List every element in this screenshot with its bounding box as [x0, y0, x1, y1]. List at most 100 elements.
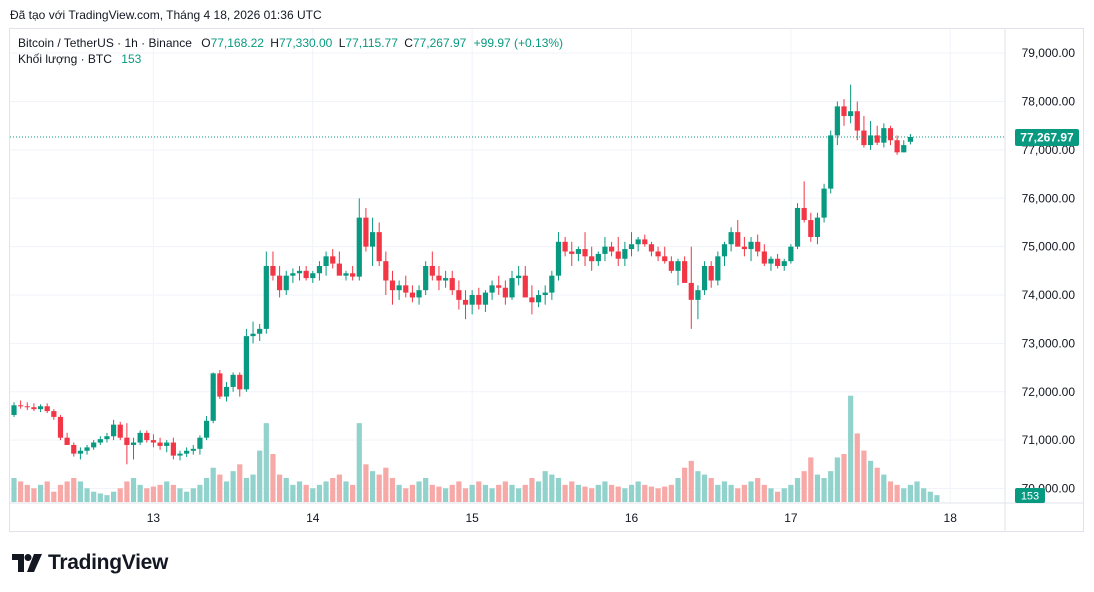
last-price-marker: 77,267.97 153: [10, 128, 1079, 503]
candle-body: [449, 278, 455, 291]
volume-bar: [343, 481, 349, 502]
price-tick-label: 75,000.00: [1022, 240, 1076, 254]
volume-bar: [535, 481, 542, 502]
high-value: 77,330.00: [278, 36, 333, 50]
price-axis[interactable]: 79,000.00 78,000.00 77,000.00 76,000.00 75,0…: [1022, 46, 1076, 495]
volume-bar: [482, 484, 489, 502]
open-value: 77,168.22: [210, 36, 264, 50]
candle-body: [867, 135, 874, 146]
volume-bar: [635, 481, 641, 502]
price-tick-label: 78,000.00: [1022, 95, 1076, 109]
volume-bar: [701, 474, 708, 502]
volume-bar: [874, 467, 880, 502]
time-tick-label: 13: [147, 511, 161, 525]
candle-body: [522, 275, 528, 298]
volume-bar: [363, 464, 369, 502]
volume-bar: [203, 478, 210, 502]
last-price-tag: [1015, 128, 1079, 146]
volume-bar: [44, 481, 50, 502]
candle-body: [51, 411, 57, 417]
candle-body: [316, 266, 323, 274]
volume-bar: [277, 474, 283, 502]
price-tick-label: 76,000.00: [1022, 191, 1076, 205]
volume-bar: [708, 478, 714, 502]
volume-bar: [190, 488, 196, 502]
candle-body: [695, 290, 701, 300]
candle-body: [217, 373, 223, 397]
candle-body: [77, 450, 83, 454]
volume-bar: [409, 484, 415, 502]
volume-bar: [575, 484, 581, 502]
volume-bar: [130, 478, 137, 502]
candle-body: [462, 299, 469, 305]
candle-body: [277, 275, 283, 291]
candle-body: [84, 447, 90, 451]
candle-body: [728, 232, 734, 245]
candle-body: [18, 405, 24, 407]
volume-bar: [814, 474, 821, 502]
volume-bar: [237, 464, 243, 502]
candle-body: [775, 258, 781, 266]
volume-bar: [735, 488, 741, 502]
volume-bar: [668, 484, 674, 502]
symbol-name[interactable]: Bitcoin / TetherUS · 1h · Binance: [18, 36, 192, 50]
volume-bar: [423, 478, 429, 502]
volume-bar: [164, 481, 170, 502]
volume-bar: [316, 484, 323, 502]
candle-body: [848, 111, 854, 117]
volume-bar: [263, 423, 269, 502]
candle-body: [97, 439, 103, 443]
volume-bar: [602, 481, 608, 502]
candle-body: [369, 232, 376, 247]
volume-bar: [396, 484, 402, 502]
volume-bar: [37, 484, 44, 502]
candle-body: [71, 444, 77, 454]
volume-bar: [157, 484, 163, 502]
volume-bar: [682, 467, 688, 502]
candle-body: [589, 256, 595, 262]
candle-body: [177, 453, 183, 456]
volume-bar: [111, 491, 117, 502]
candle-body: [602, 246, 608, 254]
chart-frame: [9, 28, 1084, 532]
volume-bar: [589, 488, 595, 502]
time-axis[interactable]: 13 14 15 16 17 18: [147, 511, 957, 525]
candle-body: [350, 273, 356, 277]
candle-body: [283, 275, 289, 291]
candle-body: [11, 405, 17, 415]
volume-bar: [257, 450, 263, 502]
candle-body: [124, 437, 130, 445]
candle-body: [755, 241, 761, 252]
candle-body: [575, 249, 581, 254]
candle-body: [117, 424, 123, 438]
volume-label[interactable]: Khối lượng · BTC: [18, 52, 112, 66]
candle-body: [808, 220, 814, 237]
volume-bar: [184, 491, 190, 502]
volume-bar: [336, 474, 342, 502]
candle-body: [157, 442, 163, 446]
volume-bar: [144, 488, 150, 502]
candle-body: [170, 442, 176, 456]
candle-body: [894, 140, 900, 153]
price-tick-label: 71,000.00: [1022, 433, 1076, 447]
candle-body: [708, 266, 714, 281]
volume-bar: [894, 484, 900, 502]
tradingview-logo[interactable]: TradingView: [12, 551, 168, 575]
volume-bar: [383, 467, 389, 502]
candle-body: [409, 292, 415, 298]
volume-bar: [907, 484, 913, 502]
candle-body: [323, 256, 329, 266]
candle-body: [376, 232, 382, 262]
tradingview-logo-icon: [12, 554, 42, 572]
volume-bar: [867, 460, 874, 502]
candle-body: [828, 135, 834, 189]
candle-body: [263, 266, 269, 329]
candle-body: [237, 374, 243, 390]
volume-bar: [582, 486, 588, 502]
candle-body: [887, 128, 894, 141]
volume-bar: [230, 471, 236, 502]
volume-bar: [808, 457, 814, 502]
close-label: C: [404, 36, 413, 50]
price-tick-label: 79,000.00: [1022, 46, 1076, 60]
